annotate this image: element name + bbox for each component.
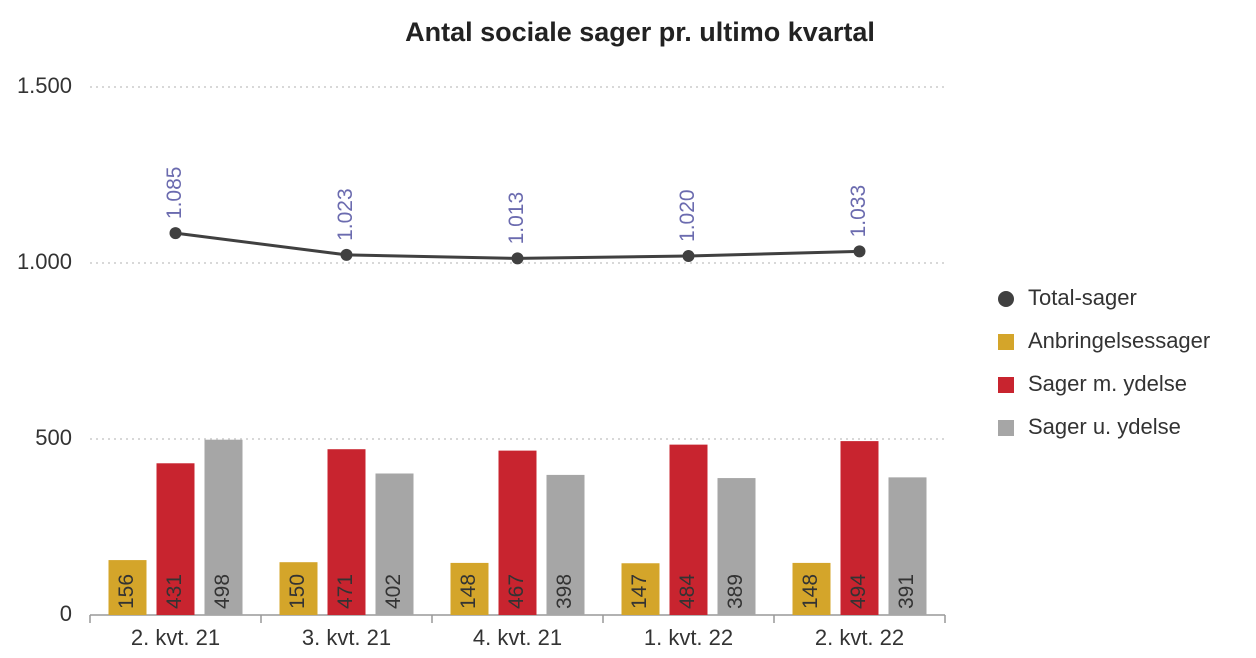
legend-label: Sager m. ydelse bbox=[1028, 371, 1187, 396]
bar-label: 389 bbox=[724, 574, 747, 609]
line-label: 1.020 bbox=[676, 189, 699, 242]
bar bbox=[498, 450, 537, 615]
legend-marker bbox=[998, 334, 1014, 350]
bar-label: 471 bbox=[334, 574, 357, 609]
bar bbox=[327, 449, 366, 615]
legend-label: Total-sager bbox=[1028, 285, 1137, 310]
bar-label: 156 bbox=[115, 574, 138, 609]
bar bbox=[621, 563, 660, 615]
bar-label: 431 bbox=[163, 574, 186, 609]
line-point bbox=[511, 252, 524, 265]
bar bbox=[375, 473, 414, 615]
bar-label: 148 bbox=[457, 574, 480, 609]
bar bbox=[279, 562, 318, 615]
y-tick-label: 1.000 bbox=[17, 249, 72, 274]
bar bbox=[840, 441, 879, 615]
bar bbox=[546, 474, 585, 615]
legend-marker bbox=[998, 377, 1014, 393]
x-tick-label: 3. kvt. 21 bbox=[302, 625, 391, 650]
bar-label: 398 bbox=[553, 574, 576, 609]
bar bbox=[156, 463, 195, 615]
bar bbox=[792, 562, 831, 615]
x-tick-label: 1. kvt. 22 bbox=[644, 625, 733, 650]
bar-label: 147 bbox=[628, 574, 651, 609]
line-label: 1.023 bbox=[334, 188, 357, 241]
line-label: 1.033 bbox=[847, 185, 870, 238]
bar bbox=[108, 560, 147, 615]
legend-label: Sager u. ydelse bbox=[1028, 414, 1181, 439]
bar bbox=[204, 439, 243, 615]
bar-label: 150 bbox=[286, 574, 309, 609]
bar bbox=[888, 477, 927, 615]
line-point bbox=[340, 248, 353, 261]
bar-label: 148 bbox=[799, 574, 822, 609]
legend-marker bbox=[998, 420, 1014, 436]
y-tick-label: 500 bbox=[35, 425, 72, 450]
bar-label: 402 bbox=[382, 574, 405, 609]
bar-label: 498 bbox=[211, 574, 234, 609]
bar bbox=[450, 562, 489, 615]
line-point bbox=[853, 245, 866, 258]
bar bbox=[669, 444, 708, 615]
line-point bbox=[682, 249, 695, 262]
bar-label: 494 bbox=[847, 574, 870, 609]
line-label: 1.085 bbox=[163, 167, 186, 220]
line-point bbox=[169, 227, 182, 240]
bar-label: 391 bbox=[895, 574, 918, 609]
x-tick-label: 4. kvt. 21 bbox=[473, 625, 562, 650]
legend-label: Anbringelsessager bbox=[1028, 328, 1210, 353]
y-tick-label: 0 bbox=[60, 601, 72, 626]
y-tick-label: 1.500 bbox=[17, 73, 72, 98]
x-tick-label: 2. kvt. 21 bbox=[131, 625, 220, 650]
bar-label: 467 bbox=[505, 574, 528, 609]
chart-title: Antal sociale sager pr. ultimo kvartal bbox=[405, 17, 875, 47]
bar bbox=[717, 478, 756, 615]
bar-label: 484 bbox=[676, 574, 699, 609]
x-tick-label: 2. kvt. 22 bbox=[815, 625, 904, 650]
legend-marker bbox=[998, 291, 1014, 307]
line-label: 1.013 bbox=[505, 192, 528, 245]
